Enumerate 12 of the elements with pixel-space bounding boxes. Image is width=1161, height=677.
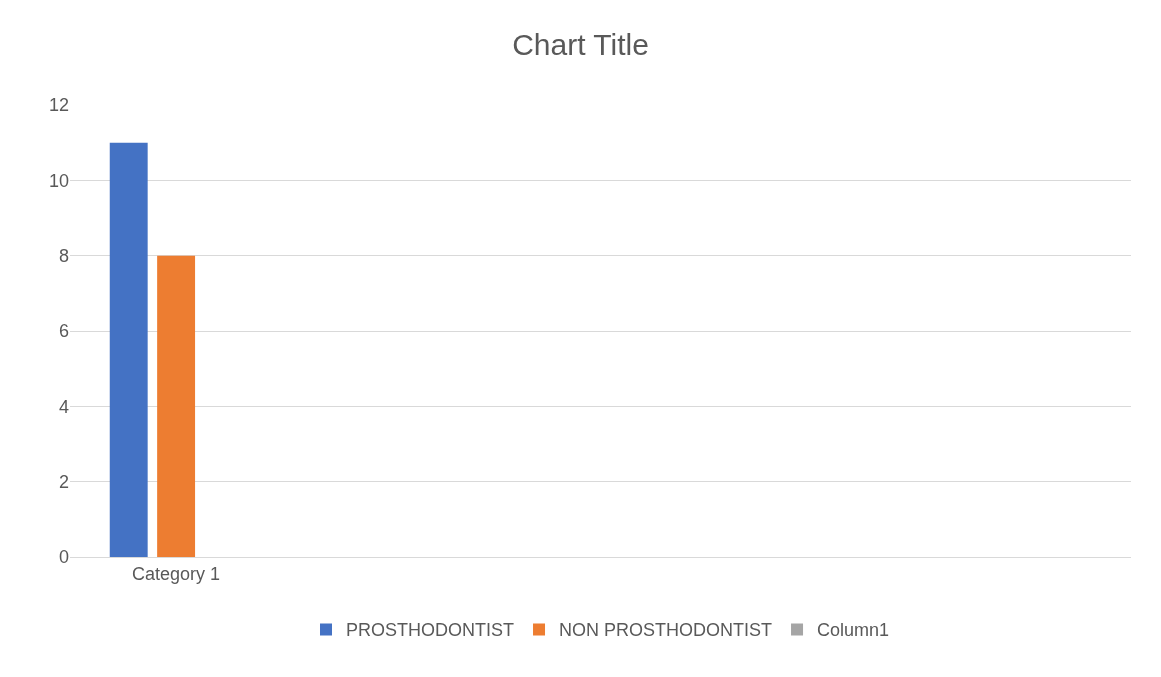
- y-tick-label: 12: [48, 95, 69, 116]
- legend-label: Column1: [817, 620, 890, 641]
- y-tick-label: 6: [58, 321, 69, 342]
- y-tick-label: 10: [48, 170, 69, 191]
- x-tick-label: Category 1: [132, 563, 221, 584]
- y-tick-label: 8: [58, 245, 69, 266]
- y-tick-label: 2: [58, 471, 69, 492]
- y-tick-label: 4: [58, 396, 69, 417]
- legend-label: PROSTHODONTIST: [346, 620, 515, 641]
- legend-label: NON PROSTHODONTIST: [559, 620, 773, 641]
- y-tick-label: 0: [58, 547, 69, 568]
- chart-title: Chart Title: [512, 27, 649, 61]
